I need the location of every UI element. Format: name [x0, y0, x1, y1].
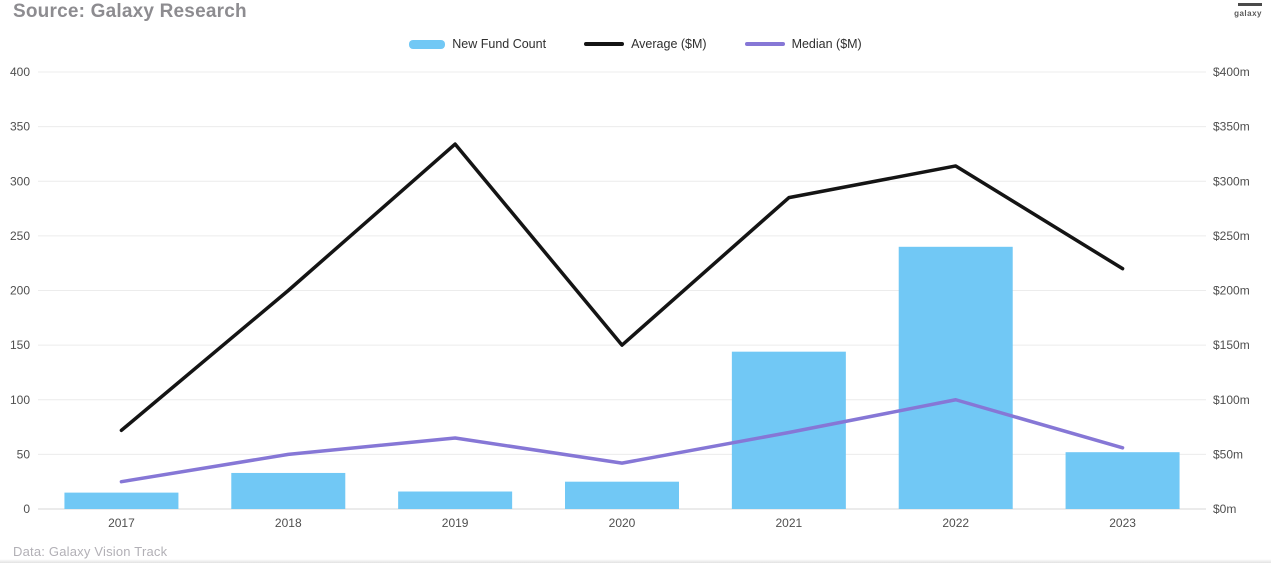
x-axis-label-2020: 2020 [609, 516, 636, 530]
legend-item-new-fund-count[interactable]: New Fund Count [409, 37, 546, 51]
x-axis-label-2018: 2018 [275, 516, 302, 530]
left-axis-tick-100: 100 [10, 393, 30, 407]
bar-2023 [1065, 452, 1180, 509]
left-axis-tick-400: 400 [10, 65, 30, 79]
bar-2022 [898, 246, 1013, 510]
right-axis-tick-$200m: $200m [1213, 284, 1250, 298]
bar-2017 [64, 492, 179, 509]
left-axis-tick-50: 50 [17, 447, 31, 461]
legend-label: New Fund Count [452, 37, 547, 51]
legend-item-average[interactable]: Average ($M) [584, 37, 707, 51]
legend-item-median[interactable]: Median ($M) [744, 37, 862, 51]
x-axis-label-2017: 2017 [108, 516, 135, 530]
legend-label: Average ($M) [631, 37, 707, 51]
bar-2020 [565, 481, 679, 509]
right-axis-tick-$350m: $350m [1213, 120, 1250, 134]
galaxy-logo-bar-icon [1238, 3, 1262, 6]
left-axis-tick-350: 350 [10, 120, 30, 134]
right-axis-tick-$300m: $300m [1213, 174, 1250, 188]
chart-legend: New Fund Count Average ($M) Median ($M) [0, 37, 1271, 51]
left-axis-tick-250: 250 [10, 229, 30, 243]
right-axis-tick-$250m: $250m [1213, 229, 1250, 243]
x-axis-label-2022: 2022 [942, 516, 969, 530]
bar-swatch-icon [409, 39, 446, 49]
line-series-median-m- [119, 398, 1125, 484]
chart-footer: Data: Galaxy Vision Track [13, 544, 168, 559]
line-series-average-m- [119, 142, 1125, 433]
line-swatch-icon [744, 42, 785, 46]
right-axis-tick-$150m: $150m [1213, 338, 1250, 352]
bar-2021 [731, 351, 846, 509]
x-axis-label-2019: 2019 [442, 516, 469, 530]
legend-label: Median ($M) [791, 37, 862, 51]
chart-title: Source: Galaxy Research [13, 1, 247, 22]
right-axis-tick-$50m: $50m [1213, 447, 1243, 461]
left-axis-tick-200: 200 [10, 284, 30, 298]
line-swatch-icon [584, 42, 625, 46]
left-axis-tick-150: 150 [10, 338, 30, 352]
bar-2019 [398, 491, 513, 509]
right-axis-tick-$0m: $0m [1213, 502, 1236, 516]
x-axis-label-2021: 2021 [776, 516, 803, 530]
galaxy-logo: galaxy [1234, 3, 1262, 18]
left-axis-tick-300: 300 [10, 174, 30, 188]
right-axis-tick-$100m: $100m [1213, 393, 1250, 407]
x-axis-label-2023: 2023 [1109, 516, 1136, 530]
right-axis-tick-$400m: $400m [1213, 65, 1250, 79]
bar-2018 [231, 472, 346, 509]
galaxy-logo-text: galaxy [1234, 9, 1262, 18]
left-axis-tick-0: 0 [23, 502, 30, 516]
